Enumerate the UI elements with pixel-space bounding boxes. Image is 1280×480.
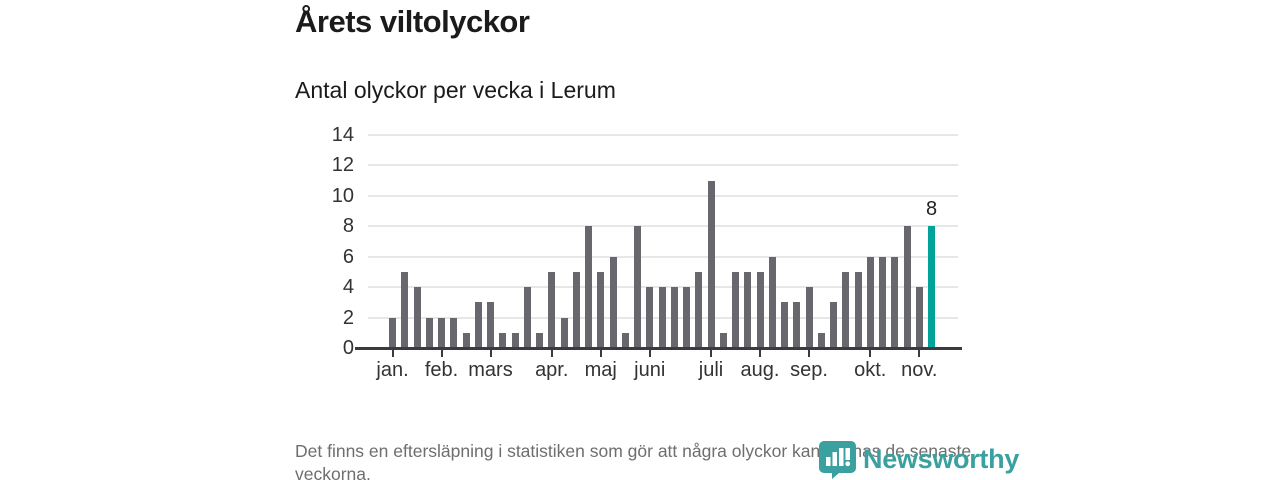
month-tick — [869, 350, 872, 357]
bar — [707, 180, 715, 348]
y-axis-label: 12 — [331, 154, 354, 177]
bar — [511, 332, 519, 348]
bar — [597, 271, 605, 348]
month-label: nov. — [901, 359, 938, 381]
bar — [474, 302, 482, 348]
month-label: aug. — [740, 359, 780, 381]
month-tick — [391, 350, 394, 357]
bar — [646, 287, 654, 348]
last-value-label: 8 — [925, 198, 938, 221]
gridline — [368, 164, 958, 167]
bar — [536, 332, 543, 348]
bar — [719, 332, 727, 348]
newsworthy-icon — [819, 441, 856, 479]
bar — [879, 256, 886, 348]
bar — [732, 271, 739, 348]
x-axis-line — [355, 347, 962, 350]
month-tick — [489, 350, 492, 357]
bar — [462, 332, 470, 348]
bar — [572, 271, 580, 348]
bar — [768, 256, 776, 348]
y-axis-label: 4 — [342, 276, 354, 299]
brand-name: Newsworthy — [863, 444, 1020, 474]
bar — [621, 332, 629, 348]
footer-note: Det finns en eftersläpning i statistiken… — [295, 441, 972, 480]
y-axis-label: 6 — [342, 245, 354, 268]
month-label: apr. — [535, 359, 569, 381]
bar — [548, 271, 556, 348]
bar — [450, 317, 458, 348]
bar — [487, 302, 494, 348]
month-label: sep. — [790, 359, 828, 381]
month-tick — [808, 350, 810, 357]
y-axis-label: 10 — [331, 184, 354, 207]
bar — [413, 287, 421, 348]
month-label: jan. — [376, 359, 409, 381]
y-axis-label: 2 — [342, 306, 354, 329]
month-label: okt. — [854, 359, 887, 381]
bar — [842, 271, 850, 348]
bar — [658, 287, 666, 348]
month-label: juli — [698, 359, 724, 381]
month-tick — [918, 350, 921, 357]
bar — [756, 271, 764, 348]
bar — [866, 256, 874, 348]
bar — [805, 287, 813, 348]
bar — [830, 302, 837, 348]
bar — [891, 256, 899, 348]
y-axis-label: 14 — [331, 124, 354, 146]
bar — [817, 332, 825, 348]
bar — [854, 271, 862, 348]
chart-subtitle: Antal olyckor per vecka i Lerum — [295, 77, 616, 103]
bar — [585, 226, 592, 348]
month-tick — [440, 350, 443, 357]
month-tick — [599, 350, 602, 357]
month-tick — [759, 350, 761, 357]
month-label: maj — [584, 359, 617, 381]
bar — [523, 287, 531, 348]
bar — [389, 317, 396, 348]
bar — [425, 317, 433, 348]
chart-title: Årets viltolyckor — [295, 4, 530, 39]
bar — [560, 317, 568, 348]
bar — [438, 317, 445, 348]
newsworthy-logo: Newsworthy — [818, 440, 1019, 479]
y-axis-label: 8 — [342, 215, 354, 238]
bar — [781, 302, 788, 348]
y-axis-label: 0 — [342, 337, 354, 359]
bar — [915, 287, 923, 348]
bar — [903, 226, 911, 348]
gridline — [368, 225, 958, 228]
highlight-bar — [928, 226, 935, 348]
gridline — [368, 194, 958, 197]
bar — [499, 332, 507, 348]
month-label: juni — [634, 359, 666, 381]
month-tick — [648, 350, 651, 357]
bar — [634, 226, 641, 348]
month-label: feb. — [424, 359, 459, 381]
bar — [695, 271, 703, 348]
bar — [683, 287, 690, 348]
bar — [744, 271, 752, 348]
gridline — [368, 134, 958, 136]
gridline — [368, 255, 958, 258]
bar — [609, 256, 617, 348]
bar — [670, 287, 678, 348]
bar — [793, 302, 801, 348]
month-label: mars — [468, 359, 513, 381]
bar — [401, 271, 409, 348]
month-tick — [550, 350, 553, 357]
month-tick — [710, 350, 712, 357]
